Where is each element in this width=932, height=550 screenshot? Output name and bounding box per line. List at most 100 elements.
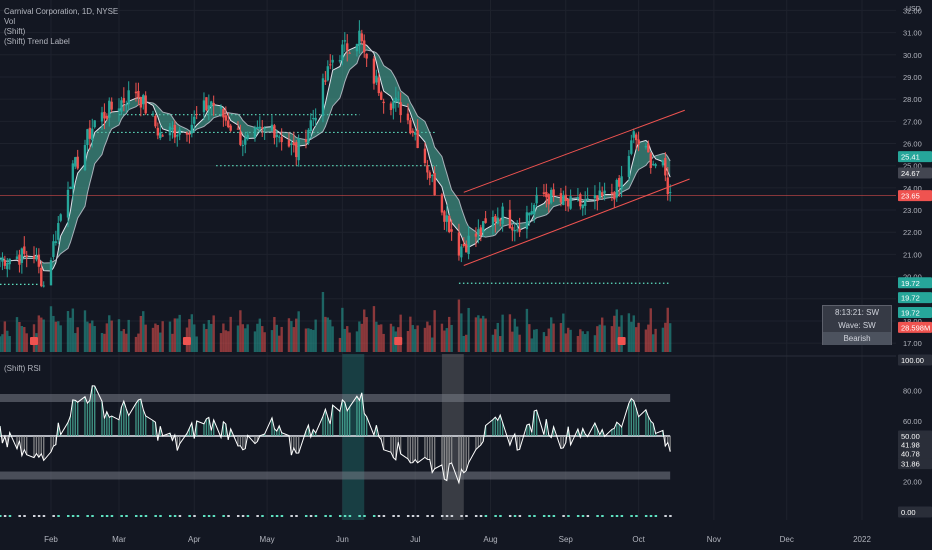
volume-bar [66,311,70,352]
volume-bar [253,331,257,352]
rsi-badge: 0.00 [901,508,916,517]
rsi-badge-bg [898,447,932,459]
volume-bar [615,309,618,352]
candle-body [414,132,417,135]
candle-body [222,109,225,118]
volume-bar [307,328,310,352]
volume-bar [40,317,43,352]
trend-strip-segment [513,515,517,517]
volume-bar [93,326,96,352]
time-tick-label: Apr [188,535,201,544]
volume-bar [188,319,191,352]
volume-bar [69,317,72,352]
volume-bar [151,327,155,352]
volume-bar [125,333,128,352]
indicator-trend-label[interactable]: (Shift) Trend Label [4,37,70,46]
trend-strip-segment [241,515,245,517]
volume-bar [596,326,599,352]
currency-label[interactable]: USD [906,6,921,13]
trend-strip-segment [562,515,565,517]
trend-strip-segment [615,515,619,517]
candle-body [139,97,143,108]
trend-strip-segment [338,515,342,517]
candle-body [171,127,174,130]
candle-body [156,127,160,136]
trend-strip-segment [630,515,633,517]
rsi-badge-bg [898,506,932,518]
trend-strip-segment [644,515,648,517]
volume-bar [586,331,589,352]
candle-body [363,40,366,53]
candle-body [195,114,198,116]
candle-body [168,126,172,136]
symbol-title[interactable]: Carnival Corporation, 1D, NYSE [4,7,119,16]
candle-body [304,139,308,142]
candle-body [134,91,138,94]
volume-bar [603,325,606,352]
volume-bar [620,315,623,352]
info-line-1: 8:13:21: SW [834,308,880,317]
trend-strip-segment [144,515,148,517]
price-tick-label: 31.00 [903,29,922,38]
candle-body [620,176,623,189]
trend-strip-segment [586,515,590,517]
candle-body [120,100,123,112]
volume-bar [241,324,245,352]
volume-bar [426,321,429,352]
candle-body [69,186,72,189]
indicator-vol[interactable]: Vol [4,17,16,26]
volume-bar [76,327,79,352]
time-tick-label: 2022 [853,535,871,544]
candle-body [37,254,41,267]
volume-bar [382,333,385,352]
volume-bar [6,330,9,352]
volume-bar [110,320,113,352]
trend-strip-segment [309,515,313,517]
volume-bar [630,321,633,352]
volume-bar [239,310,242,352]
trend-strip-segment [212,515,216,517]
volume-bar [341,307,344,352]
volume-bar [542,332,546,352]
volume-bar [644,329,648,352]
trend-strip-segment [363,515,366,517]
candle-body [54,241,58,243]
candle-body [513,229,516,232]
candle-body [144,95,147,114]
volume-bar [445,328,448,352]
candle-body [256,126,259,130]
trend-strip-segment [227,515,230,517]
candle-body [57,223,60,240]
rsi-title[interactable]: (Shift) RSI [4,364,41,373]
rsi-tick-label: 60.00 [903,417,922,426]
trend-strip-segment [411,515,415,517]
candle-body [125,104,128,106]
trend-strip-segment [518,515,522,517]
candle-body [579,194,582,207]
trend-strip-segment [42,515,46,517]
volume-bar [227,331,230,352]
price-badge: 19.72 [901,279,920,288]
volume-bar [569,329,572,352]
candle-body [326,66,329,81]
volume-bar [331,326,334,352]
volume-bar [178,314,181,352]
trend-strip-segment [329,515,332,517]
candle-body [382,101,385,104]
volume-bar [530,338,533,352]
volume-bars [0,292,672,352]
candle-body [15,256,19,260]
candle-body [477,229,480,235]
candle-body [241,145,245,147]
volume-bar [168,321,172,352]
trend-strip-segment [494,515,497,517]
indicator-shift[interactable]: (Shift) [4,27,26,36]
candle-body [426,165,429,173]
volume-bar [431,337,434,352]
volume-bar [355,331,359,352]
candle-body [491,216,495,227]
candle-body [484,218,487,223]
candle-body [525,212,529,230]
candle-body [176,134,179,137]
